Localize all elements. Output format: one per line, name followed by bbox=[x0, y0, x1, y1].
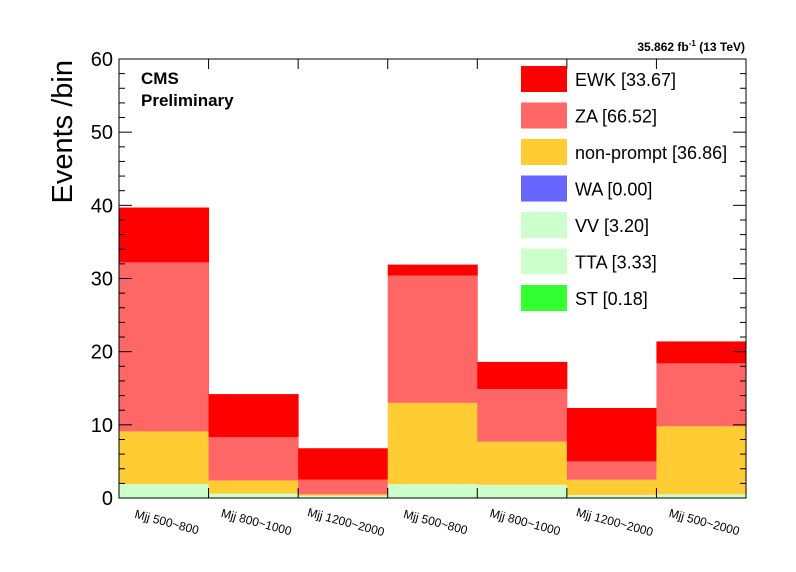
legend-label-tta: TTA [3.33] bbox=[575, 253, 657, 273]
bar-za-6 bbox=[566, 461, 657, 480]
y-axis-label: Events /bin bbox=[47, 60, 79, 203]
legend-swatch-ewk bbox=[521, 66, 567, 92]
bar-tta-2 bbox=[208, 493, 299, 498]
bar-tta-7 bbox=[656, 494, 747, 498]
bar-ewk-4 bbox=[387, 264, 478, 276]
bar-tta-4 bbox=[387, 484, 478, 498]
bar-tta-3 bbox=[298, 495, 389, 498]
y-tick-label: 40 bbox=[91, 195, 113, 217]
bar-ewk-3 bbox=[298, 448, 389, 480]
experiment-label: CMS bbox=[141, 69, 179, 88]
bar-ewk-1 bbox=[119, 207, 210, 263]
bar-non-prompt-5 bbox=[477, 441, 568, 485]
x-tick-label: Mjj 500~800 bbox=[402, 507, 469, 538]
legend-label-wa: WA [0.00] bbox=[575, 180, 652, 200]
y-tick-label: 10 bbox=[91, 415, 113, 437]
x-tick-label: Mjj 500~800 bbox=[133, 507, 200, 538]
bars-layer bbox=[119, 207, 747, 498]
legend-swatch-non-prompt bbox=[521, 139, 567, 165]
legend-label-za: ZA [66.52] bbox=[575, 107, 657, 127]
bar-za-1 bbox=[119, 262, 210, 432]
status-label: Preliminary bbox=[141, 91, 234, 110]
bar-tta-5 bbox=[477, 484, 568, 498]
legend-swatch-st bbox=[521, 285, 567, 311]
legend: EWK [33.67] ZA [66.52] non-prompt [36.86] W… bbox=[521, 66, 727, 311]
bar-ewk-6 bbox=[566, 408, 657, 462]
x-tick-label: Mjj 800~1000 bbox=[220, 506, 294, 538]
legend-swatch-tta bbox=[521, 248, 567, 275]
y-axis: 0 10 20 30 40 50 60 bbox=[91, 49, 746, 510]
legend-swatch-wa bbox=[521, 175, 567, 202]
y-tick-label: 20 bbox=[91, 342, 113, 364]
bar-ewk-5 bbox=[477, 361, 568, 389]
bar-tta-6 bbox=[566, 495, 657, 498]
bar-tta-1 bbox=[119, 484, 210, 498]
luminosity-label: 35.862 fb-1 (13 TeV) bbox=[637, 39, 745, 54]
y-tick-label: 60 bbox=[91, 49, 113, 71]
bar-za-2 bbox=[208, 437, 299, 481]
x-tick-label: Mjj 1200~2000 bbox=[306, 505, 386, 539]
bar-non-prompt-4 bbox=[387, 402, 478, 485]
x-tick-label: Mjj 1200~2000 bbox=[575, 505, 655, 539]
bar-non-prompt-6 bbox=[566, 479, 657, 496]
x-tick-label: Mjj 500~2000 bbox=[667, 506, 741, 538]
legend-label-ewk: EWK [33.67] bbox=[575, 70, 676, 90]
y-tick-label: 0 bbox=[102, 488, 113, 510]
bar-non-prompt-7 bbox=[656, 426, 747, 495]
bar-za-3 bbox=[298, 479, 389, 495]
bar-non-prompt-3 bbox=[298, 494, 389, 496]
y-tick-label: 50 bbox=[91, 122, 113, 144]
legend-swatch-za bbox=[521, 102, 567, 129]
y-tick-label: 30 bbox=[91, 269, 113, 291]
bar-za-7 bbox=[656, 363, 747, 427]
bar-ewk-2 bbox=[208, 394, 299, 438]
bar-za-5 bbox=[477, 388, 568, 442]
bar-za-4 bbox=[387, 275, 478, 403]
bar-non-prompt-1 bbox=[119, 431, 210, 485]
x-tick-label: Mjj 800~1000 bbox=[488, 506, 562, 538]
legend-label-non-prompt: non-prompt [36.86] bbox=[575, 143, 727, 163]
legend-label-vv: VV [3.20] bbox=[575, 216, 649, 236]
legend-swatch-vv bbox=[521, 212, 567, 238]
bar-ewk-7 bbox=[656, 341, 747, 364]
bar-non-prompt-2 bbox=[208, 480, 299, 494]
legend-label-st: ST [0.18] bbox=[575, 289, 648, 309]
